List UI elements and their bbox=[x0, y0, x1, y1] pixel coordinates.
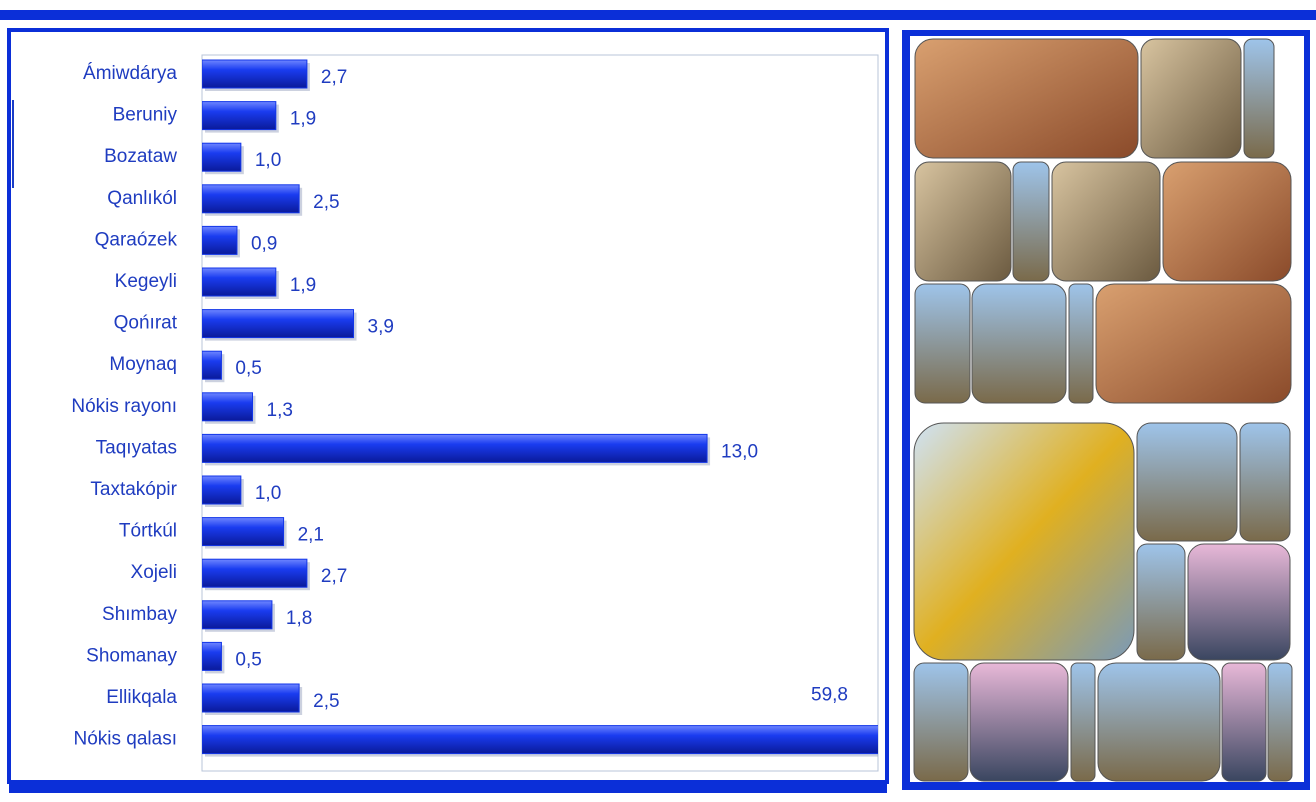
value-label: 2,7 bbox=[321, 67, 347, 88]
bar bbox=[202, 683, 300, 713]
value-label: 1,0 bbox=[255, 483, 281, 504]
photo bbox=[1140, 38, 1242, 159]
value-label: 1,0 bbox=[255, 150, 281, 171]
value-label: 13,0 bbox=[721, 441, 758, 462]
bar bbox=[202, 225, 238, 255]
y-tick-label: Xojeli bbox=[131, 562, 177, 583]
y-tick-label: Ellikqala bbox=[106, 687, 177, 708]
value-label: 2,5 bbox=[313, 691, 339, 712]
bar bbox=[202, 475, 242, 505]
photo bbox=[913, 422, 1135, 661]
y-tick-label: Nókis qalası bbox=[74, 729, 178, 750]
y-tick-label: Tórtkúl bbox=[119, 521, 177, 542]
photo bbox=[1068, 283, 1094, 404]
value-label: 2,7 bbox=[321, 566, 347, 587]
bar bbox=[202, 600, 273, 630]
bar bbox=[202, 101, 277, 131]
photo bbox=[914, 38, 1139, 159]
photo bbox=[913, 662, 969, 782]
photo bbox=[1095, 283, 1292, 404]
y-tick-label: Taqıyatas bbox=[96, 437, 177, 458]
photo-panel bbox=[902, 30, 1310, 790]
y-tick-label: Shımbay bbox=[102, 604, 177, 625]
photo bbox=[1097, 662, 1221, 782]
y-tick-label: Bozataw bbox=[104, 146, 177, 167]
y-tick-label: Moynaq bbox=[109, 354, 177, 375]
photo bbox=[1162, 161, 1292, 282]
y-tick-label: Beruniy bbox=[113, 105, 178, 126]
value-label: 1,8 bbox=[286, 608, 312, 629]
y-tick-label: Kegeyli bbox=[115, 271, 177, 292]
bar bbox=[202, 350, 222, 380]
value-label: 2,1 bbox=[298, 525, 324, 546]
photo bbox=[914, 283, 971, 404]
bar bbox=[202, 558, 308, 588]
bar bbox=[202, 433, 708, 463]
bars bbox=[202, 59, 878, 757]
photo bbox=[1051, 161, 1161, 282]
y-tick-label: Ámiwdárya bbox=[83, 63, 177, 84]
bar bbox=[202, 392, 254, 422]
y-tick-label: Qanlıkól bbox=[107, 188, 177, 209]
y-tick-label: Qaraózek bbox=[95, 229, 178, 250]
value-label: 1,9 bbox=[290, 109, 316, 130]
bar bbox=[202, 725, 878, 755]
photo bbox=[1012, 161, 1050, 282]
value-label: 1,9 bbox=[290, 275, 316, 296]
bar bbox=[202, 641, 222, 671]
photo bbox=[969, 662, 1069, 782]
y-tick-label: Taxtakópir bbox=[90, 479, 177, 500]
photo bbox=[1267, 662, 1293, 782]
y-tick-label: Qońırat bbox=[114, 313, 178, 334]
value-label: 0,5 bbox=[235, 358, 261, 379]
bar bbox=[202, 517, 285, 547]
y-tick-label: Nókis rayonı bbox=[71, 396, 177, 417]
chart-panel bbox=[7, 28, 889, 784]
bottom-band bbox=[9, 783, 887, 793]
top-band bbox=[0, 10, 1316, 20]
photo bbox=[1187, 543, 1291, 661]
bar bbox=[202, 142, 242, 172]
value-label: 2,5 bbox=[313, 192, 339, 213]
photo bbox=[1243, 38, 1275, 159]
bar bbox=[202, 59, 308, 89]
bar bbox=[202, 184, 300, 214]
bar bbox=[202, 309, 355, 339]
bar bbox=[202, 267, 277, 297]
value-label: 1,3 bbox=[267, 400, 293, 421]
photo bbox=[971, 283, 1067, 404]
photo bbox=[1136, 422, 1238, 542]
y-tick-label: Shomanay bbox=[86, 645, 177, 666]
value-label: 0,5 bbox=[235, 649, 261, 670]
photo bbox=[1070, 662, 1096, 782]
value-label: 3,9 bbox=[368, 317, 394, 338]
photo bbox=[1136, 543, 1186, 661]
photo bbox=[1239, 422, 1291, 542]
photo bbox=[1221, 662, 1267, 782]
value-label: 0,9 bbox=[251, 233, 277, 254]
value-label: 59,8 bbox=[811, 685, 848, 706]
photo bbox=[914, 161, 1012, 282]
